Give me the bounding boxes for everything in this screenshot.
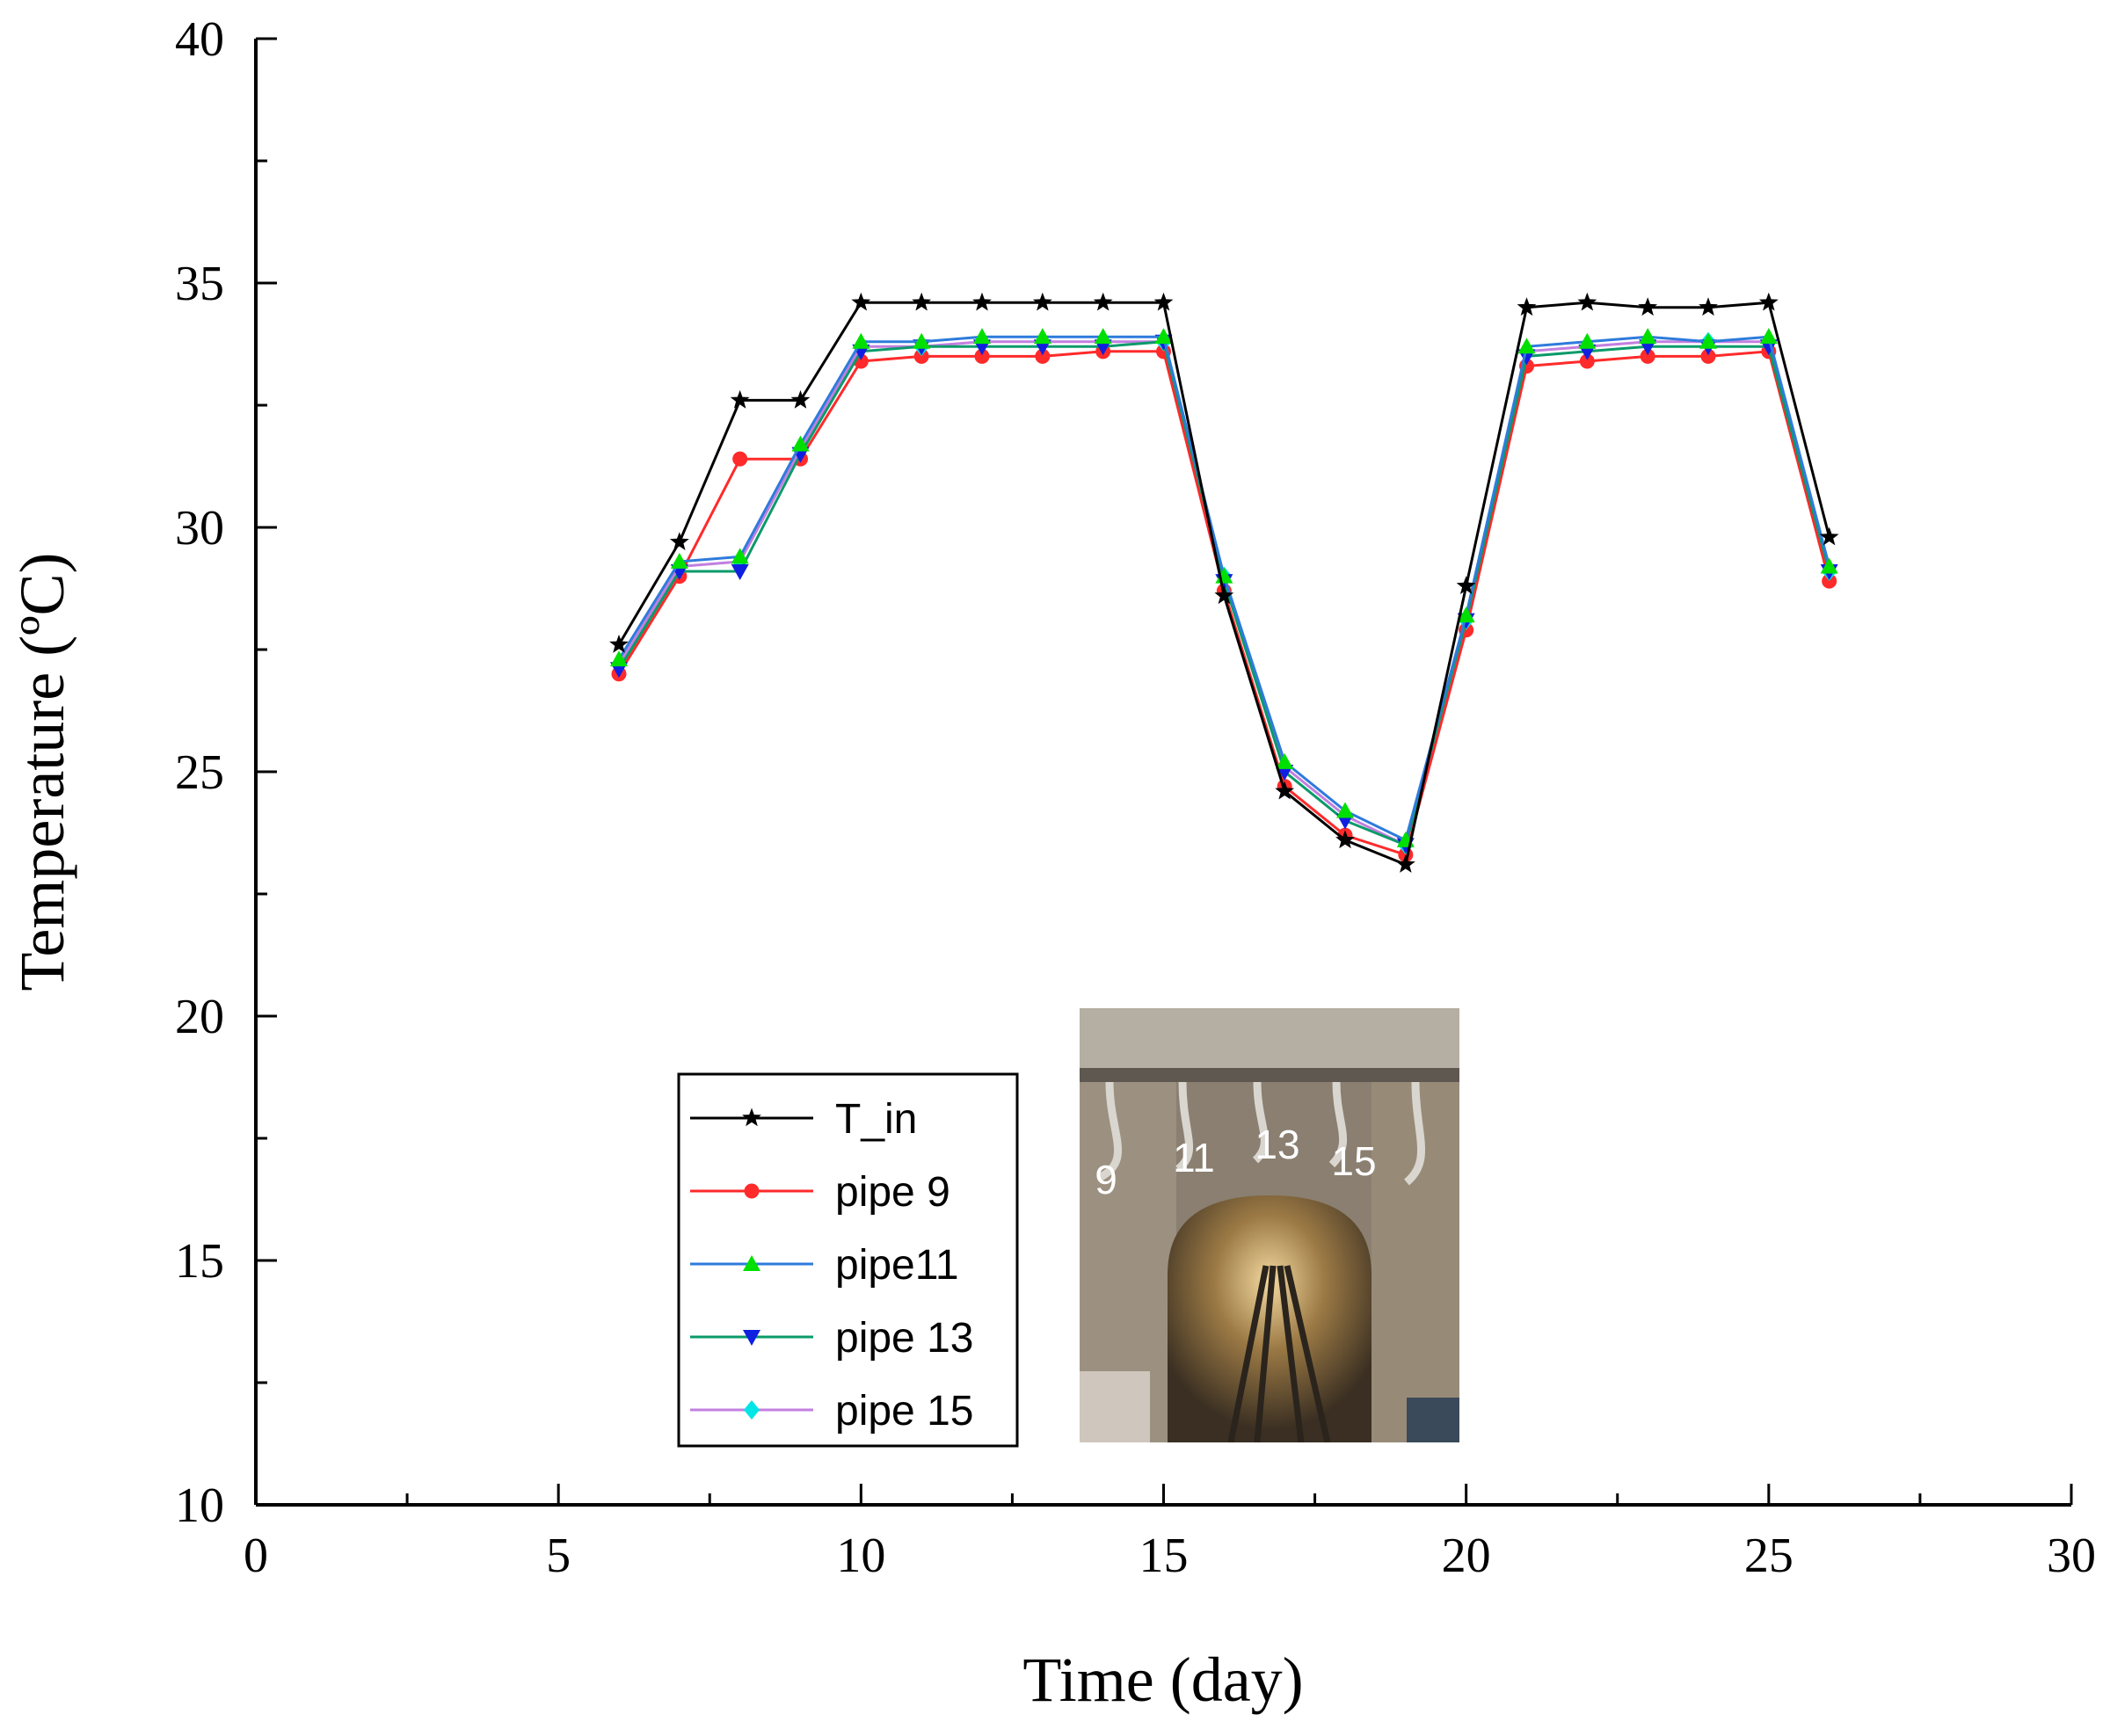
series-t-in	[609, 292, 1839, 873]
photo-machine	[1407, 1398, 1459, 1442]
data-point-t-in	[1275, 781, 1295, 800]
data-point-pipe11	[1517, 338, 1536, 354]
y-tick-label: 15	[175, 1234, 224, 1289]
y-axis-title: Temperature (ºC)	[7, 552, 77, 991]
data-point-pipe11	[1820, 557, 1838, 574]
data-point-pipe11	[1094, 328, 1112, 345]
legend-label-pipe11: pipe11	[835, 1242, 959, 1289]
data-point-pipe-9	[1035, 348, 1051, 364]
ceiling	[1080, 1008, 1459, 1079]
legend-label-pipe-9: pipe 9	[835, 1169, 950, 1216]
y-tick-label: 25	[175, 745, 224, 800]
legend-marker-pipe-9	[744, 1183, 760, 1199]
tunnel-wall-right	[1372, 1082, 1459, 1442]
data-point-t-in	[1699, 297, 1718, 316]
y-tick-label: 40	[175, 12, 224, 67]
photo-label-pipe-11: 11	[1173, 1135, 1215, 1180]
data-point-pipe11	[791, 435, 810, 452]
data-point-t-in	[1456, 576, 1476, 594]
x-tick-label: 5	[546, 1529, 571, 1583]
data-point-t-in	[972, 292, 992, 311]
photo-label-pipe-13: 13	[1255, 1122, 1299, 1167]
series-pipe11	[610, 328, 1838, 847]
legend-box	[677, 1072, 1019, 1448]
data-point-t-in	[1395, 854, 1415, 873]
data-point-pipe11	[610, 650, 628, 667]
data-point-pipe11	[1699, 332, 1717, 349]
data-point-pipe11	[1759, 328, 1778, 345]
data-point-pipe11	[1578, 332, 1597, 349]
x-tick-label: 20	[1442, 1529, 1491, 1583]
data-point-t-in	[669, 532, 689, 550]
data-point-t-in	[730, 389, 750, 409]
tick-labels: 0 5 10 15 20 25 30 10 15 20 25 30 35 40	[175, 12, 2096, 1583]
data-point-t-in	[790, 389, 811, 409]
data-point-pipe-9	[732, 451, 748, 467]
data-point-pipe-9	[1700, 348, 1716, 364]
data-point-t-in	[1032, 292, 1052, 311]
data-point-t-in	[1638, 297, 1658, 316]
data-point-t-in	[1517, 297, 1537, 316]
x-tick-label: 25	[1744, 1529, 1794, 1583]
data-point-t-in	[912, 292, 932, 311]
x-tick-label: 15	[1139, 1529, 1189, 1583]
data-point-pipe11	[670, 552, 688, 569]
legend-marker-pipe-13	[743, 1330, 760, 1346]
y-tick-label: 35	[175, 257, 224, 311]
pipe-hangers	[1096, 1081, 1426, 1186]
ceiling-beam	[1080, 1068, 1459, 1082]
data-point-pipe11	[1276, 752, 1294, 769]
series-line-pipe-9	[617, 350, 1831, 857]
data-point-pipe11	[852, 332, 870, 349]
tunnel-photo: 9 11 13 15	[1080, 1008, 1459, 1442]
legend-marker-pipe-15	[744, 1400, 760, 1420]
data-point-t-in	[1335, 830, 1355, 849]
data-point-t-in	[1819, 527, 1839, 546]
legend-marker-t-in	[742, 1108, 761, 1127]
data-point-t-in	[1214, 585, 1234, 605]
y-tick-label: 10	[175, 1478, 224, 1533]
data-point-pipe11	[1639, 328, 1657, 345]
data-point-pipe-9	[1822, 573, 1837, 589]
photo-floor-clutter	[1080, 1371, 1150, 1442]
data-point-pipe-13	[731, 564, 749, 581]
x-axis-title: Time (day)	[1022, 1645, 1303, 1715]
x-tick-label: 30	[2047, 1529, 2096, 1583]
data-point-t-in	[1577, 292, 1597, 311]
legend-label-pipe-13: pipe 13	[835, 1315, 973, 1362]
x-tick-label: 0	[244, 1529, 268, 1583]
y-tick-label: 20	[175, 990, 224, 1044]
photo-label-pipe-15: 15	[1331, 1138, 1376, 1184]
data-point-pipe-9	[1579, 353, 1595, 369]
data-point-t-in	[1093, 292, 1113, 311]
y-tick-label: 30	[175, 501, 224, 556]
data-point-pipe-9	[974, 348, 990, 364]
data-point-t-in	[609, 634, 629, 653]
axis-ticks	[254, 37, 2073, 1507]
data-point-t-in	[1758, 292, 1779, 311]
series-layer	[609, 292, 1839, 873]
data-point-pipe-9	[913, 348, 929, 364]
tunnel-rails	[1227, 1265, 1331, 1442]
data-point-t-in	[1153, 292, 1174, 311]
data-point-pipe11	[1154, 328, 1173, 345]
x-tick-label: 10	[836, 1529, 885, 1583]
data-point-pipe-9	[1640, 348, 1655, 364]
data-point-pipe11	[1457, 607, 1475, 623]
data-point-pipe11	[973, 328, 991, 345]
data-point-pipe11	[1336, 802, 1354, 818]
legend-label-t-in: T_in	[835, 1096, 917, 1143]
data-point-pipe11	[1033, 328, 1051, 345]
series-pipe-9	[611, 344, 1837, 863]
data-point-pipe11	[913, 332, 931, 349]
data-point-pipe11	[731, 548, 749, 564]
legend-marker-pipe11	[743, 1255, 760, 1271]
data-point-t-in	[851, 292, 871, 311]
photo-label-pipe-9: 9	[1095, 1157, 1117, 1202]
legend-label-pipe-15: pipe 15	[835, 1388, 973, 1435]
